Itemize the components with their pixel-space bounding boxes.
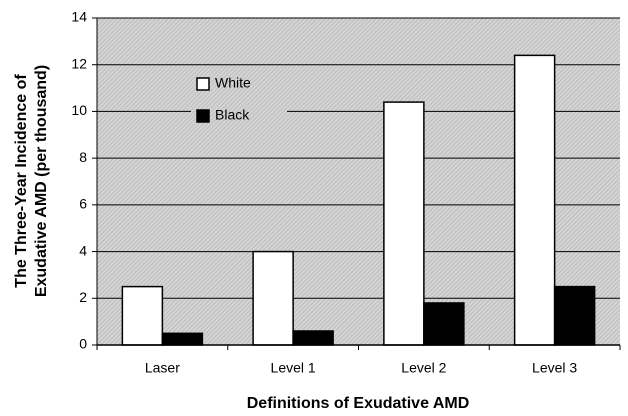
x-tick-label: Level 1	[271, 360, 316, 376]
legend-label: Black	[215, 107, 250, 123]
y-tick-label: 8	[79, 149, 87, 165]
y-axis-label: Exudative AMD (per thousand)	[33, 65, 50, 297]
y-axis-label: The Three-Year Incidence of	[13, 74, 30, 288]
y-tick-label: 4	[79, 242, 87, 258]
bar	[161, 332, 204, 346]
legend-swatch	[196, 77, 210, 91]
y-tick-label: 14	[71, 9, 87, 25]
y-tick-label: 12	[71, 55, 87, 71]
bar	[252, 250, 294, 346]
y-tick-label: 10	[71, 102, 87, 118]
bar	[553, 285, 596, 346]
x-axis-label: Definitions of Exudative AMD	[247, 395, 470, 412]
legend-swatch	[196, 109, 210, 123]
y-tick-label: 2	[79, 289, 87, 305]
y-tick-label: 6	[79, 196, 87, 212]
bar	[121, 285, 164, 346]
bar	[383, 101, 425, 346]
bar	[423, 302, 465, 346]
x-tick-label: Level 2	[401, 360, 446, 376]
bar	[292, 330, 334, 346]
legend-label: White	[215, 75, 251, 91]
bar	[513, 54, 556, 346]
x-tick-label: Level 3	[532, 360, 577, 376]
y-tick-label: 0	[79, 336, 87, 352]
x-tick-label: Laser	[145, 360, 180, 376]
